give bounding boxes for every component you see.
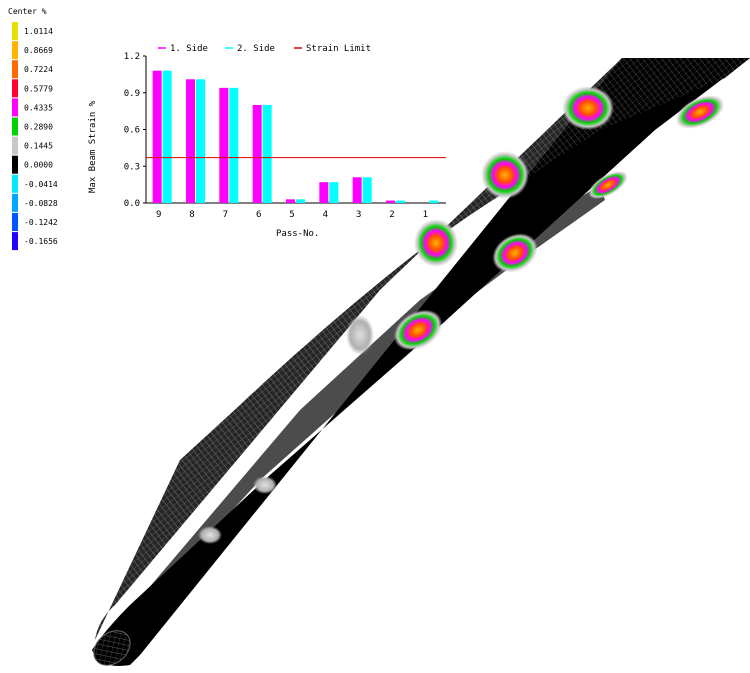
hotspot [414,219,458,267]
bar-side-1 [152,70,162,203]
chart-legend-label: Strain Limit [306,44,371,54]
legend-label: 0.5779 [24,84,53,93]
hotspot [588,171,628,199]
legend-swatch [12,22,18,40]
bar-side-1 [252,105,262,203]
bar-side-1 [319,182,329,203]
pipe-lower-surface [130,185,605,610]
strain-hotspots [198,86,725,544]
legend-swatch [12,98,18,117]
bar-side-2 [329,182,339,203]
pipe-model [92,58,750,666]
legend-label: 0.2890 [24,123,53,132]
bar-side-2 [196,79,205,203]
legend-label: 0.8669 [24,46,53,55]
y-tick-label: 1.2 [124,52,140,62]
gray-spot [346,315,374,355]
bar-side-2 [229,87,239,203]
color-legend-title: Center % [8,7,47,16]
legend-swatch [12,117,18,136]
legend-label: -0.1242 [24,218,58,227]
pipe-body [92,58,750,666]
legend-label: 0.4335 [24,103,53,112]
x-tick-label: 9 [156,210,161,220]
x-axis-title: Pass-No. [276,229,319,239]
y-axis-title: Max Beam Strain % [88,100,98,193]
pipe-end-cap [93,630,131,666]
bar-side-2 [396,200,405,203]
x-tick-label: 6 [256,210,261,220]
bar-chart: Max Beam Strain % Pass-No. 0.0 0.3 0.6 0.9 1… [88,44,446,239]
x-tick-label: 7 [223,210,228,220]
legend-swatch [12,193,18,212]
bar-side-1 [386,200,395,203]
x-tick-label: 2 [389,210,394,220]
y-tick-label: 0.0 [124,199,140,209]
legend-swatch [12,213,18,231]
bar-side-2 [362,177,372,203]
legend-label: 1.0114 [24,27,53,36]
hotspot [492,233,538,273]
bar-side-1 [286,199,295,203]
x-tick-label: 8 [189,210,194,220]
legend-label: -0.0828 [24,199,58,208]
x-tick-label: 3 [356,210,361,220]
hotspot [562,86,614,130]
bar-side-2 [162,70,172,203]
chart-legend-label: 1. Side [170,44,208,54]
y-tick-label: 0.9 [124,89,140,99]
legend-swatch [12,79,18,98]
y-tick-label: 0.3 [124,162,140,172]
legend-swatch [12,136,18,155]
hotspot [675,95,725,129]
legend-swatch [12,174,18,193]
legend-label: 0.0000 [24,161,53,170]
x-tick-label: 1 [423,210,428,220]
gray-spot [198,526,222,544]
hotspot [481,151,529,199]
legend-swatch [12,155,18,174]
x-tick-label: 5 [289,210,294,220]
y-tick-label: 0.6 [124,126,140,136]
bar-side-2 [429,200,439,203]
bar-side-1 [219,87,229,203]
bar-side-1 [352,177,362,203]
gray-spot [253,476,277,494]
x-tick-label: 4 [323,210,328,220]
legend-swatch [12,60,18,79]
color-legend: Center % 1.0114 0.8669 0.7224 0.5779 0.4335 0… [8,7,58,251]
bar-side-2 [296,199,305,203]
hotspot [393,309,443,351]
legend-label: 0.1445 [24,142,53,151]
bar-side-1 [186,79,195,203]
legend-swatch [12,232,18,251]
bar-side-2 [262,105,272,203]
legend-label: -0.1656 [24,237,58,246]
legend-label: 0.7224 [24,65,53,74]
legend-label: -0.0414 [24,180,58,189]
legend-swatch [12,41,18,60]
chart-legend-label: 2. Side [237,44,275,54]
